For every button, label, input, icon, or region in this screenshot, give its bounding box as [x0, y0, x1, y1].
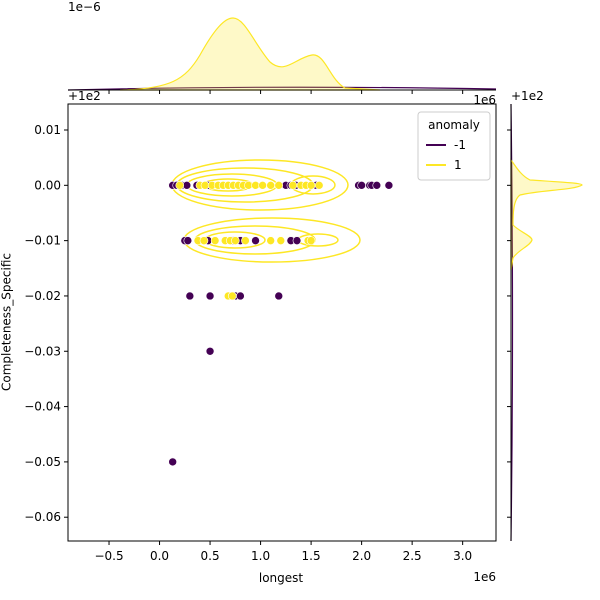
scatter-point: [314, 181, 324, 190]
x-tick-label: 1.5: [302, 549, 321, 563]
scatter-point: [384, 181, 394, 190]
kde-contours: [171, 159, 361, 263]
legend: anomaly -1 1: [417, 111, 491, 181]
scatter-point: [274, 181, 284, 190]
y-tick-label: −0.04: [24, 400, 61, 414]
scatter-point: [205, 291, 215, 301]
kde-right-neg: [510, 103, 514, 542]
scatter-point: [251, 236, 260, 245]
y-tick-label: 0.00: [34, 178, 61, 192]
scatter-point: [306, 236, 316, 245]
y-axis-label: Completeness_Specific: [0, 253, 14, 391]
y-tick-label: −0.06: [24, 510, 61, 524]
x-offset: 1e6: [473, 570, 496, 584]
scatter-point: [168, 457, 177, 467]
scatter-point: [292, 236, 302, 245]
y-offset: +1e2: [68, 89, 101, 103]
legend-box: [417, 111, 491, 181]
legend-label: 1: [454, 158, 462, 172]
x-tick-label: −0.5: [94, 549, 123, 563]
x-tick-label: 1.0: [251, 549, 270, 563]
top-x-offset: 1e6: [473, 93, 496, 107]
scatter-point: [276, 236, 286, 245]
x-tick-label: 3.0: [453, 549, 472, 563]
y-tick-label: −0.05: [24, 455, 61, 469]
y-tick-label: −0.01: [24, 234, 61, 248]
kde-top-neg: [67, 86, 497, 91]
scatter-point: [266, 236, 275, 245]
scatter-point: [274, 291, 284, 301]
scatter-point: [185, 291, 195, 301]
x-tick-label: 0.5: [201, 549, 220, 563]
y-tick-label: 0.01: [34, 123, 61, 137]
scatter-point: [241, 236, 250, 245]
scatter-point: [306, 181, 316, 190]
kde-top-pos: [119, 17, 381, 91]
scatter-point: [357, 181, 366, 190]
top-offset: 1e−6: [68, 0, 101, 14]
scatter-point: [183, 236, 193, 245]
y-tick-label: −0.02: [24, 289, 61, 303]
scatter-point: [258, 181, 267, 190]
scatter-point: [199, 236, 209, 245]
y-tick-label: −0.03: [24, 344, 61, 358]
legend-label: -1: [454, 138, 466, 152]
right-offset: +1e2: [511, 89, 544, 103]
x-tick-label: 2.0: [352, 549, 371, 563]
kde-right-pos: [510, 158, 583, 271]
scatter-point: [288, 181, 298, 190]
scatter-point: [205, 346, 215, 356]
scatter-point: [266, 181, 275, 190]
scatter-point: [227, 291, 237, 301]
plot-frame: [67, 103, 497, 542]
x-tick-label: 2.5: [403, 549, 422, 563]
scatter-point: [210, 236, 220, 245]
x-axis-label: longest: [259, 571, 304, 585]
scatter-point: [175, 181, 185, 190]
scatter-point: [231, 236, 240, 245]
scatter-point: [372, 181, 382, 190]
x-tick-label: 0.0: [150, 549, 169, 563]
legend-title: anomaly: [428, 118, 480, 132]
scatter-point: [236, 291, 245, 301]
